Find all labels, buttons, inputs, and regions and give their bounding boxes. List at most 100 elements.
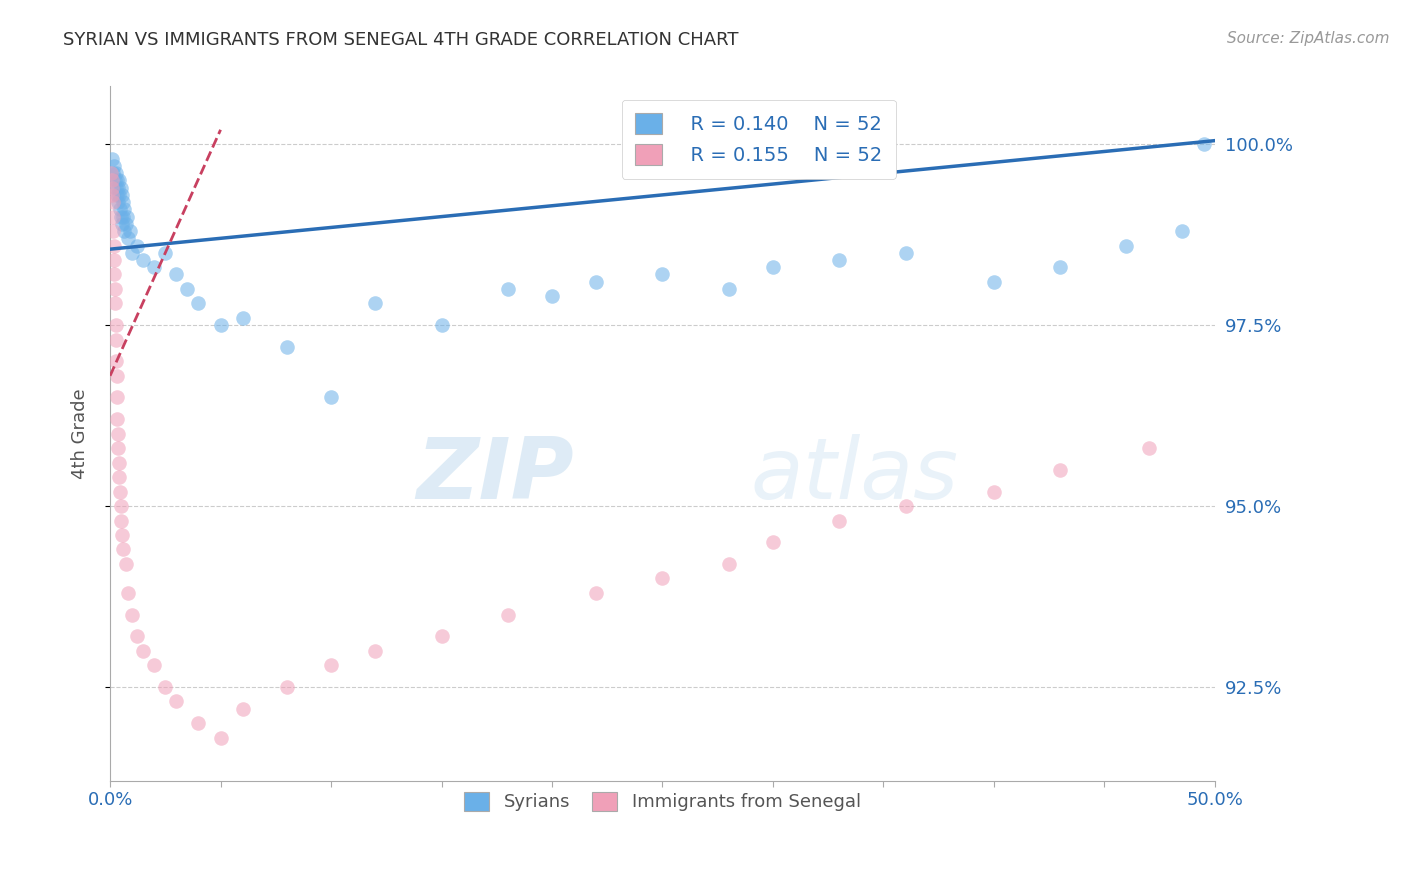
Point [121, 607, 143, 622]
Point [105, 412, 128, 426]
Point [110, 210, 132, 224]
Point [103, 238, 125, 252]
Point [828, 514, 851, 528]
Point [651, 268, 673, 282]
Point [112, 202, 135, 217]
Point [104, 318, 127, 333]
Point [111, 217, 134, 231]
Point [101, 210, 124, 224]
Point [118, 224, 141, 238]
Point [1137, 441, 1160, 455]
Point [132, 644, 155, 658]
Legend: Syrians, Immigrants from Senegal: Syrians, Immigrants from Senegal [451, 779, 873, 824]
Point [143, 658, 166, 673]
Point [125, 629, 148, 643]
Point [187, 296, 209, 310]
Point [107, 195, 129, 210]
Point [112, 542, 135, 557]
Point [894, 245, 917, 260]
Point [651, 571, 673, 585]
Point [112, 210, 135, 224]
Point [155, 245, 177, 260]
Point [101, 180, 124, 194]
Point [108, 202, 131, 217]
Point [762, 535, 785, 549]
Point [105, 354, 128, 368]
Point [115, 210, 138, 224]
Point [541, 289, 564, 303]
Text: SYRIAN VS IMMIGRANTS FROM SENEGAL 4TH GRADE CORRELATION CHART: SYRIAN VS IMMIGRANTS FROM SENEGAL 4TH GR… [63, 31, 738, 49]
Point [155, 680, 177, 694]
Point [209, 731, 232, 745]
Point [101, 152, 124, 166]
Point [762, 260, 785, 275]
Point [110, 499, 132, 513]
Point [105, 368, 128, 383]
Point [104, 173, 127, 187]
Point [103, 166, 125, 180]
Text: ZIP: ZIP [416, 434, 574, 516]
Point [103, 253, 125, 268]
Point [108, 456, 131, 470]
Point [104, 296, 127, 310]
Point [1115, 238, 1137, 252]
Point [165, 694, 187, 708]
Point [107, 180, 129, 194]
Point [585, 586, 607, 600]
Point [717, 282, 740, 296]
Point [125, 238, 148, 252]
Point [496, 282, 519, 296]
Point [496, 607, 519, 622]
Point [143, 260, 166, 275]
Point [105, 173, 128, 187]
Point [232, 701, 254, 715]
Point [585, 275, 607, 289]
Point [100, 173, 122, 187]
Point [114, 224, 136, 238]
Point [114, 217, 136, 231]
Point [105, 391, 128, 405]
Point [104, 180, 127, 194]
Point [430, 629, 453, 643]
Point [104, 282, 127, 296]
Point [894, 499, 917, 513]
Point [276, 680, 298, 694]
Point [114, 557, 136, 571]
Point [121, 245, 143, 260]
Text: atlas: atlas [751, 434, 959, 516]
Point [232, 310, 254, 325]
Point [430, 318, 453, 333]
Point [319, 658, 342, 673]
Point [717, 557, 740, 571]
Point [111, 528, 134, 542]
Point [983, 484, 1005, 499]
Point [111, 195, 134, 210]
Point [209, 318, 232, 333]
Point [983, 275, 1005, 289]
Point [1049, 463, 1071, 477]
Point [105, 166, 128, 180]
Point [110, 187, 132, 202]
Point [364, 296, 387, 310]
Point [176, 282, 198, 296]
Point [108, 484, 131, 499]
Point [103, 159, 125, 173]
Point [100, 166, 122, 180]
Point [1192, 137, 1215, 152]
Point [1049, 260, 1071, 275]
Point [107, 441, 129, 455]
Point [117, 231, 139, 245]
Text: Source: ZipAtlas.com: Source: ZipAtlas.com [1226, 31, 1389, 46]
Point [187, 716, 209, 731]
Point [132, 253, 155, 268]
Point [110, 514, 132, 528]
Point [103, 268, 125, 282]
Point [105, 333, 128, 347]
Point [276, 340, 298, 354]
Point [319, 391, 342, 405]
Point [364, 644, 387, 658]
Point [108, 187, 131, 202]
Point [117, 586, 139, 600]
Point [108, 173, 131, 187]
Point [828, 253, 851, 268]
